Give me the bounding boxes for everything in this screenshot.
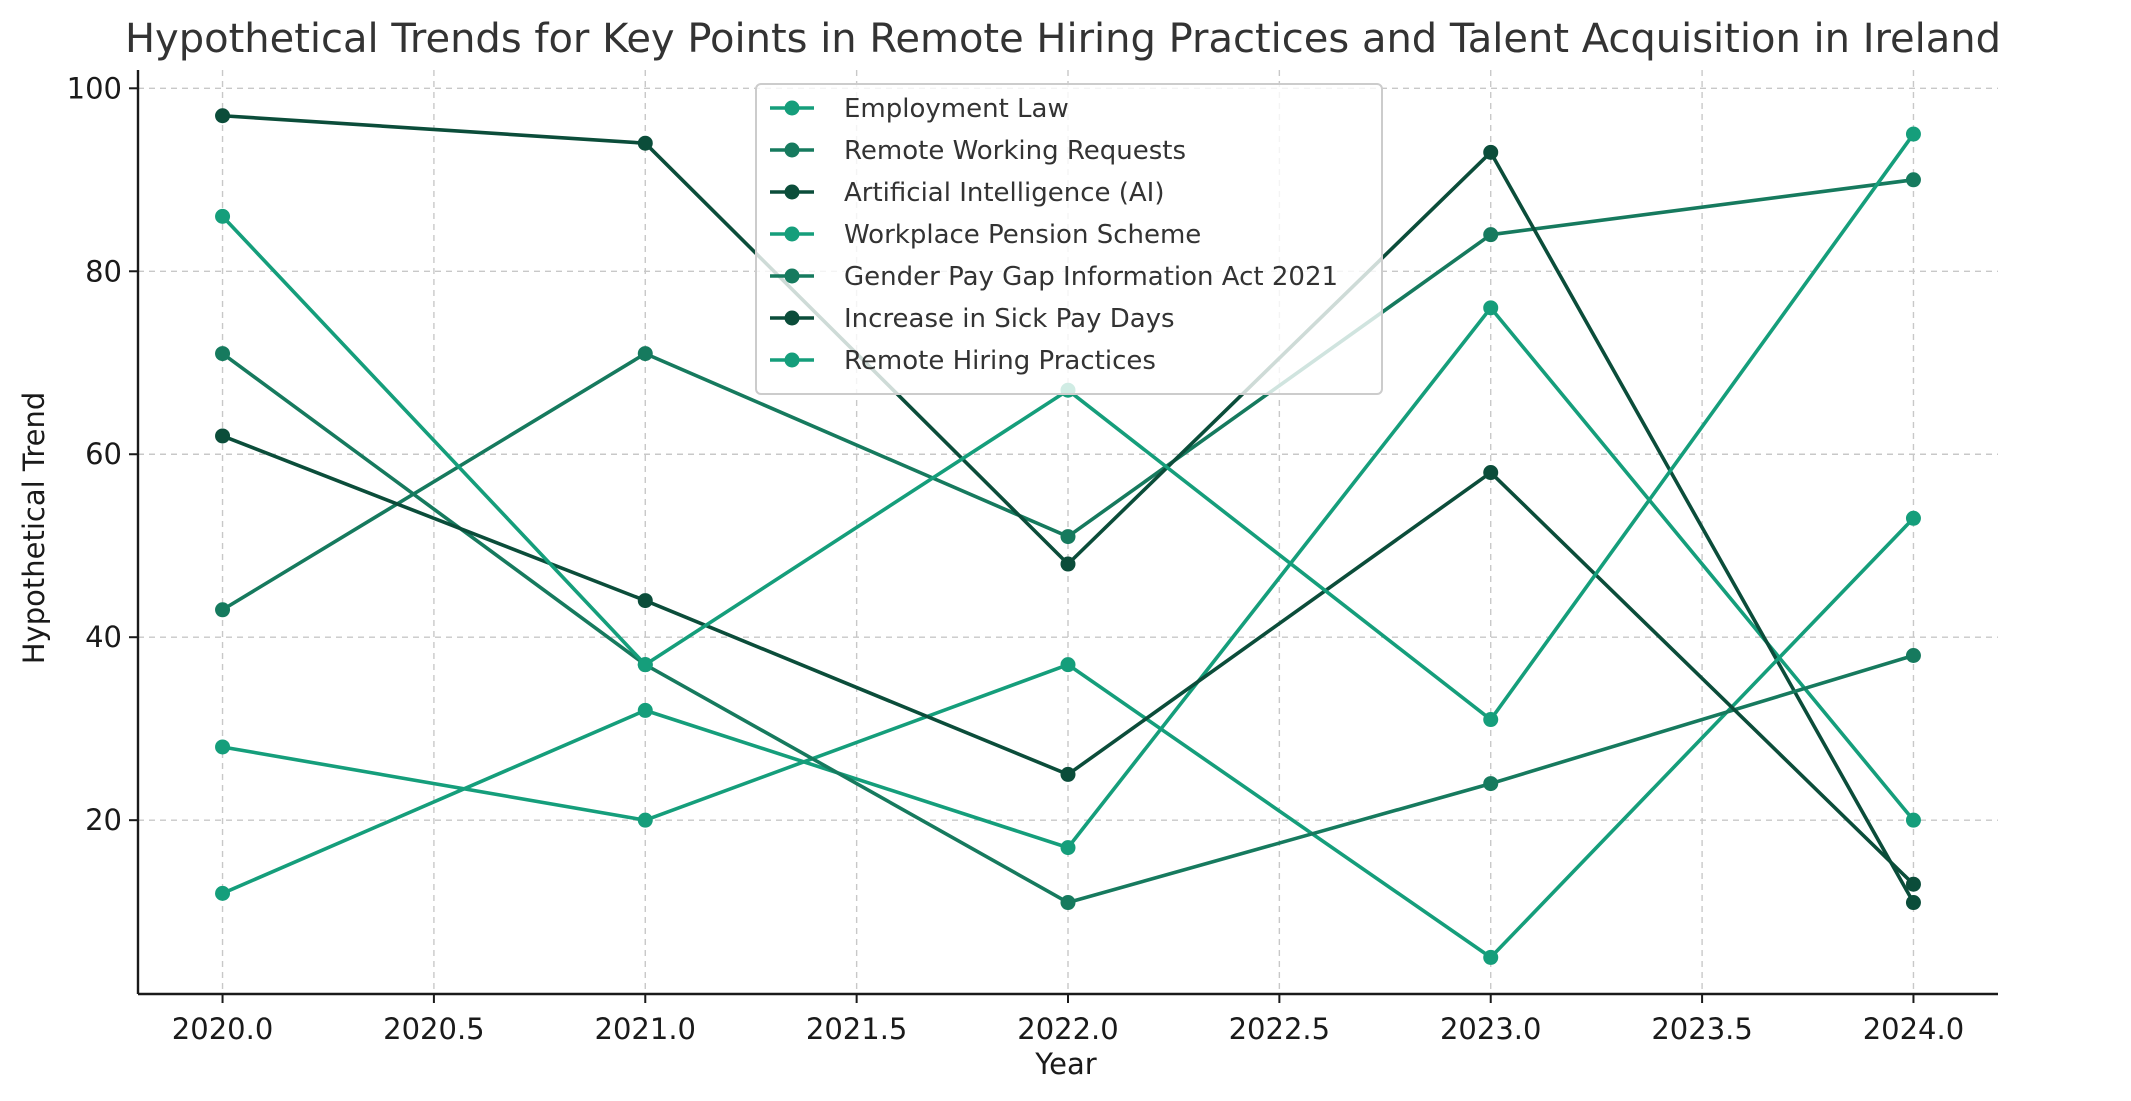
series-6 <box>215 428 1921 892</box>
x-axis-label: Year <box>1034 1047 1096 1081</box>
legend-item: Increase in Sick Pay Days <box>770 304 1175 334</box>
legend-label: Artificial Intelligence (AI) <box>844 178 1165 208</box>
data-point <box>215 885 231 901</box>
legend-box <box>755 83 1383 395</box>
legend-marker <box>784 100 800 116</box>
data-point <box>1905 648 1921 664</box>
data-point <box>215 602 231 618</box>
x-tick-label: 2020.5 <box>383 1012 484 1046</box>
legend-item: Gender Pay Gap Information Act 2021 <box>770 262 1338 292</box>
data-point <box>1483 227 1499 243</box>
x-tick-label: 2020.0 <box>172 1012 273 1046</box>
data-point <box>1905 895 1921 911</box>
data-point <box>637 346 653 362</box>
data-point <box>1905 172 1921 188</box>
x-tick-label: 2021.5 <box>806 1012 907 1046</box>
axes: 2020.0 2020.5 2021.0 2021.5 2022.0 2022.5 2023… <box>67 70 1998 1046</box>
series-1 <box>215 300 1921 901</box>
data-point <box>1060 657 1076 673</box>
series-5 <box>215 346 1921 911</box>
legend-marker <box>784 310 800 326</box>
y-tick-label: 80 <box>85 254 122 288</box>
legend-label: Gender Pay Gap Information Act 2021 <box>844 262 1338 292</box>
data-point <box>1060 556 1076 572</box>
x-tick-label: 2021.0 <box>595 1012 696 1046</box>
data-point <box>1060 895 1076 911</box>
series-3 <box>215 108 1921 911</box>
data-point <box>1483 712 1499 728</box>
x-tick-label: 2022.0 <box>1017 1012 1118 1046</box>
legend-marker <box>784 226 800 242</box>
legend-label: Employment Law <box>844 94 1069 124</box>
legend-marker <box>784 352 800 368</box>
legend: Employment Law Remote Working Requests Art… <box>755 83 1383 395</box>
data-point <box>1060 766 1076 782</box>
data-point <box>637 593 653 609</box>
legend-item: Remote Hiring Practices <box>770 346 1156 376</box>
data-point <box>1905 126 1921 142</box>
y-tick-label: 60 <box>85 437 122 471</box>
legend-marker <box>784 268 800 284</box>
data-point <box>1483 776 1499 792</box>
legend-marker <box>784 184 800 200</box>
data-point <box>637 702 653 718</box>
y-tick-label: 100 <box>67 71 122 105</box>
data-point <box>1905 876 1921 892</box>
legend-item: Remote Working Requests <box>770 136 1186 166</box>
data-point <box>215 428 231 444</box>
legend-item: Workplace Pension Scheme <box>770 220 1201 250</box>
data-point <box>215 739 231 755</box>
data-point <box>1483 300 1499 316</box>
data-point <box>637 657 653 673</box>
data-point <box>1905 510 1921 526</box>
data-point <box>637 812 653 828</box>
legend-label: Remote Hiring Practices <box>844 346 1156 376</box>
y-tick-label: 20 <box>85 803 122 837</box>
x-tick-label: 2023.5 <box>1651 1012 1752 1046</box>
data-point <box>1483 465 1499 481</box>
data-point <box>1483 949 1499 965</box>
data-point <box>215 108 231 124</box>
chart-title: Hypothetical Trends for Key Points in Re… <box>125 16 2001 62</box>
legend-label: Remote Working Requests <box>844 136 1186 166</box>
y-axis-label: Hypothetical Trend <box>17 392 51 665</box>
legend-label: Workplace Pension Scheme <box>844 220 1201 250</box>
x-tick-label: 2023.0 <box>1440 1012 1541 1046</box>
data-point <box>1483 144 1499 160</box>
x-tick-label: 2024.0 <box>1863 1012 1964 1046</box>
legend-marker <box>784 142 800 158</box>
data-point <box>1060 529 1076 545</box>
data-point <box>637 135 653 151</box>
data-point <box>1905 812 1921 828</box>
x-tick-label: 2022.5 <box>1229 1012 1330 1046</box>
series-line <box>222 517 1915 960</box>
legend-item: Artificial Intelligence (AI) <box>770 178 1165 208</box>
data-point <box>215 346 231 362</box>
data-point <box>215 208 231 224</box>
y-tick-label: 40 <box>85 620 122 654</box>
series-2 <box>215 172 1921 618</box>
legend-item: Employment Law <box>770 94 1069 124</box>
series-4 <box>215 510 1921 965</box>
data-point <box>1060 840 1076 856</box>
legend-label: Increase in Sick Pay Days <box>844 304 1175 334</box>
